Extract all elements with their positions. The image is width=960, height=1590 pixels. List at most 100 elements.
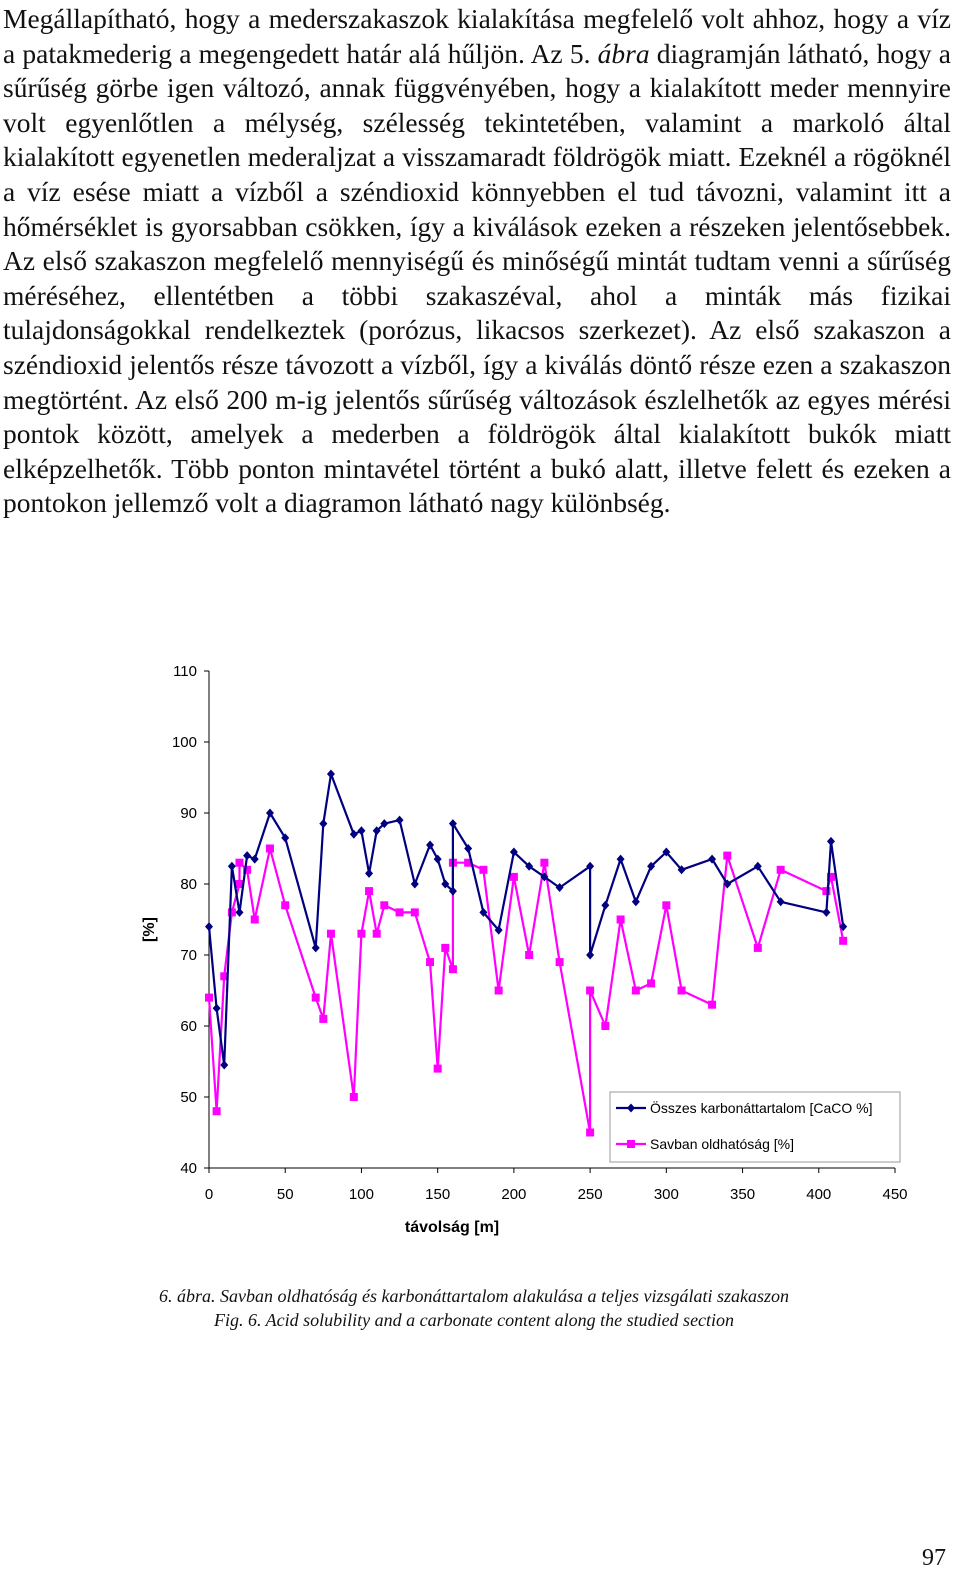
legend: Összes karbonáttartalom [CaCO %] Savban o… — [609, 1091, 901, 1163]
data-point — [365, 868, 374, 878]
legend-label: Savban oldhatóság [%] — [650, 1136, 794, 1152]
series-carbonate — [205, 769, 848, 1070]
data-point — [205, 922, 213, 932]
y-tick-label: 60 — [180, 1018, 197, 1035]
data-point — [822, 887, 831, 896]
chart: 40 50 60 70 80 90 100 110 0 50 100 150 200 250 300 350 4… — [141, 663, 908, 1236]
x-tick-label: 100 — [349, 1186, 374, 1203]
x-tick-label: 200 — [501, 1186, 526, 1203]
data-point — [839, 922, 848, 932]
data-point — [265, 844, 274, 853]
data-point — [311, 993, 320, 1002]
data-point — [319, 1014, 328, 1023]
data-point — [662, 901, 671, 910]
y-tick-label: 90 — [180, 805, 197, 822]
data-point — [525, 861, 534, 871]
data-point — [776, 865, 785, 874]
data-point — [677, 986, 686, 995]
data-point — [235, 858, 244, 867]
data-point — [662, 847, 671, 857]
data-point — [776, 897, 785, 907]
x-tick-label: 300 — [654, 1186, 679, 1203]
data-point — [250, 854, 259, 864]
data-point — [205, 993, 213, 1002]
legend-label: Összes karbonáttartalom [CaCO %] — [650, 1099, 873, 1116]
data-point — [616, 915, 625, 924]
figure-caption-hu: 6. ábra. Savban oldhatóság és karbonátta… — [159, 1286, 789, 1306]
data-point — [426, 958, 435, 967]
data-point — [319, 819, 328, 829]
data-point — [448, 965, 457, 974]
y-tick-label: 100 — [172, 734, 197, 751]
x-tick-label: 350 — [730, 1186, 755, 1203]
data-point — [441, 943, 450, 952]
data-point — [753, 943, 762, 952]
data-point — [227, 908, 236, 917]
data-point — [647, 861, 656, 871]
figure-caption-en: Fig. 6. Acid solubility and a carbonate … — [213, 1310, 735, 1330]
data-point — [723, 851, 732, 860]
data-point — [509, 872, 518, 881]
data-point — [826, 836, 835, 846]
data-point — [212, 1003, 221, 1013]
legend-marker — [627, 1140, 635, 1148]
data-point — [509, 847, 518, 857]
data-point — [708, 854, 717, 864]
data-point — [220, 1060, 229, 1070]
data-point — [753, 861, 762, 871]
data-point — [250, 915, 259, 924]
data-point — [631, 897, 640, 907]
legend-box — [609, 1091, 901, 1163]
data-point — [586, 1128, 595, 1137]
data-point — [586, 950, 595, 960]
data-point — [631, 986, 640, 995]
data-point — [349, 829, 358, 839]
data-point — [822, 907, 831, 917]
data-point — [311, 943, 320, 953]
data-point — [839, 936, 848, 945]
x-tick-label: 250 — [578, 1186, 603, 1203]
data-point — [372, 826, 381, 836]
data-point — [708, 1000, 717, 1009]
y-tick-label: 110 — [173, 663, 197, 680]
data-point — [616, 854, 625, 864]
data-point — [647, 979, 656, 988]
data-point — [464, 844, 473, 853]
data-point — [265, 808, 274, 818]
data-point — [448, 886, 457, 896]
data-point — [586, 861, 595, 871]
legend-marker — [627, 1103, 635, 1113]
data-point — [540, 872, 549, 882]
data-point — [326, 769, 335, 779]
data-point — [494, 986, 503, 995]
data-point — [601, 900, 610, 910]
data-point — [540, 858, 549, 867]
y-tick-label: 40 — [180, 1160, 197, 1177]
data-point — [357, 929, 366, 938]
data-point — [357, 826, 366, 836]
data-point — [372, 929, 381, 938]
data-point — [494, 925, 503, 935]
y-tick-label: 70 — [180, 947, 197, 964]
x-tick-label: 0 — [205, 1186, 213, 1203]
data-point — [281, 901, 290, 910]
body-text-part1: Megállapítható, hogy a mederszakaszok ki… — [3, 3, 951, 69]
data-point — [525, 951, 534, 959]
data-point — [395, 815, 404, 825]
data-point — [479, 865, 488, 874]
x-tick-label: 50 — [277, 1186, 294, 1203]
data-point — [243, 865, 252, 874]
data-point — [464, 858, 473, 867]
data-point — [433, 854, 442, 864]
data-point — [212, 1107, 221, 1116]
data-point — [243, 851, 252, 861]
data-point — [380, 819, 389, 829]
data-point — [235, 880, 244, 888]
series-layer — [205, 769, 848, 1137]
data-point — [586, 986, 595, 995]
data-point — [441, 879, 450, 889]
axes-layer: 40 50 60 70 80 90 100 110 0 50 100 150 200 250 300 350 4… — [141, 663, 908, 1236]
body-text-emphasis: ábra — [597, 37, 650, 69]
series-line — [207, 847, 845, 1134]
data-point — [365, 887, 374, 896]
